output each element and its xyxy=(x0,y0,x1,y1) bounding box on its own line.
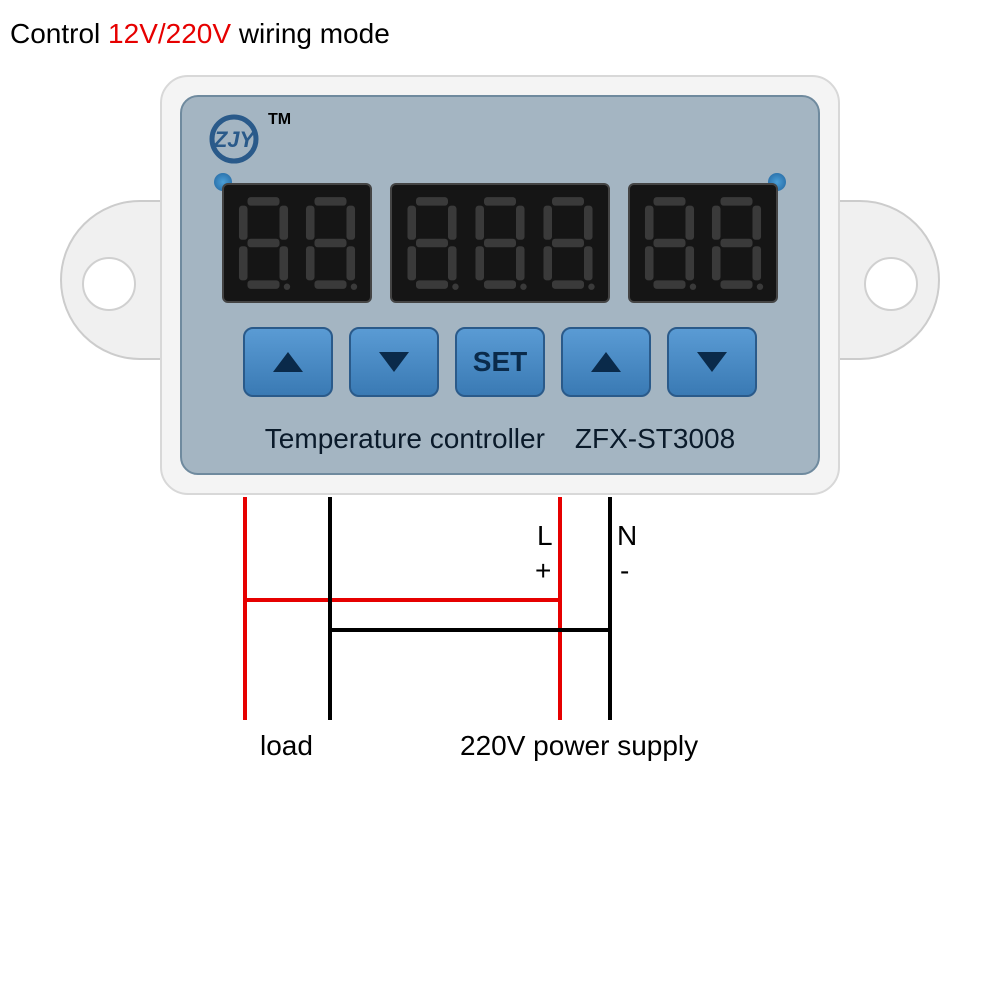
terminal-L-label: L xyxy=(537,520,553,552)
title-prefix: Control xyxy=(10,18,108,49)
button-row: SET xyxy=(243,327,757,397)
set-button[interactable]: SET xyxy=(455,327,545,397)
segment-digit xyxy=(232,195,295,291)
title-highlight: 12V/220V xyxy=(108,18,231,49)
terminal-minus-label: - xyxy=(620,555,629,587)
device-shell: ZJY TM xyxy=(160,75,840,495)
title-suffix: wiring mode xyxy=(231,18,390,49)
device-model-label: ZFX-ST3008 xyxy=(575,423,735,455)
up-button-right[interactable] xyxy=(561,327,651,397)
display-panel-3 xyxy=(628,183,778,303)
device: ZJY TM xyxy=(50,75,950,495)
segment-digit xyxy=(536,195,600,291)
diagram-title: Control 12V/220V wiring mode xyxy=(10,18,390,50)
up-button-left[interactable] xyxy=(243,327,333,397)
segment-digit xyxy=(299,195,362,291)
segment-digit xyxy=(468,195,532,291)
display-panel-2 xyxy=(390,183,610,303)
logo-mark: ZJY xyxy=(204,109,264,169)
down-button-left[interactable] xyxy=(349,327,439,397)
segment-digit xyxy=(638,195,701,291)
device-type-label: Temperature controller xyxy=(265,423,545,455)
segment-digit xyxy=(400,195,464,291)
terminal-plus-label: + xyxy=(535,555,551,587)
brand-logo: ZJY TM xyxy=(204,109,291,169)
load-label: load xyxy=(260,730,313,762)
down-button-right[interactable] xyxy=(667,327,757,397)
tm-text: TM xyxy=(268,111,291,129)
display-row xyxy=(222,183,778,303)
device-panel: ZJY TM xyxy=(180,95,820,475)
power-supply-label: 220V power supply xyxy=(460,730,698,762)
device-label-row: Temperature controller ZFX-ST3008 xyxy=(182,423,818,455)
segment-digit xyxy=(705,195,768,291)
svg-text:ZJY: ZJY xyxy=(213,127,257,152)
terminal-N-label: N xyxy=(617,520,637,552)
display-panel-1 xyxy=(222,183,372,303)
